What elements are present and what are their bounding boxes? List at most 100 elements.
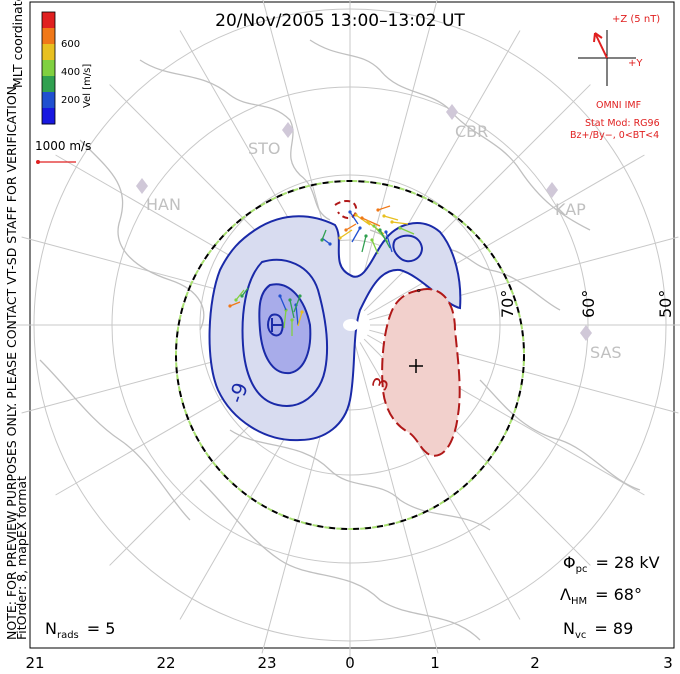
station-labels: STO CBR HAN KAP SAS	[146, 122, 622, 362]
velocity-vector-origin	[358, 226, 362, 230]
velocity-vector-origin	[370, 238, 374, 242]
velocity-vector	[377, 205, 391, 211]
velocity-vector-origin	[360, 216, 364, 220]
velocity-vector-origin	[300, 310, 304, 314]
station-label-sas: SAS	[590, 343, 622, 362]
velocity-vector-origin	[278, 294, 282, 298]
imf-vector-arrowhead	[593, 32, 603, 43]
map-title: 20/Nov/2005 13:00–13:02 UT	[215, 11, 465, 31]
colorbar-label: Vel [m/s]	[82, 64, 93, 108]
positive-potential-cell	[334, 199, 461, 457]
coast-greenland	[39, 359, 191, 521]
velocity-vector-origin	[234, 298, 238, 302]
station-marker-kap	[546, 182, 558, 198]
imf-source-label: OMNI IMF	[596, 100, 641, 111]
velocity-vector-origin	[328, 242, 332, 246]
colorbar-frame	[41, 11, 56, 125]
velocity-vector-origin	[320, 238, 324, 242]
meridian-line	[367, 154, 645, 316]
velocity-vector	[383, 215, 399, 221]
contour-small	[392, 234, 424, 263]
velocity-vector	[361, 217, 381, 227]
mlt-tick-3: 3	[663, 654, 673, 672]
velocity-vector-origin	[354, 213, 358, 217]
station-markers	[136, 104, 592, 341]
contour-core	[258, 283, 312, 375]
lat-label-60: 60°	[579, 290, 598, 318]
velocity-vector	[385, 231, 393, 253]
mlt-tick-1: 1	[430, 654, 440, 672]
velocity-vector-origin	[338, 236, 342, 240]
velocity-vector-origin	[364, 234, 368, 238]
colorbar-block	[42, 28, 55, 45]
velocity-vector	[279, 295, 287, 311]
colorbar-tick-200: 200	[61, 95, 80, 106]
contour-positive	[381, 288, 461, 457]
velocity-vector-origin	[376, 208, 380, 212]
nrads-stat: Nrads = 5	[45, 619, 115, 641]
station-label-cbr: CBR	[455, 122, 488, 141]
velocity-vector	[351, 227, 361, 243]
velocity-vectors	[228, 205, 415, 336]
station-label-kap: KAP	[555, 200, 586, 219]
preview-note: NOTE: FOR PREVIEW PURPOSES ONLY. PLEASE …	[4, 82, 19, 640]
vector-scale-dot	[36, 160, 40, 164]
velocity-vector	[297, 311, 303, 327]
vector-scale-label: 1000 m/s	[35, 139, 91, 153]
contour-mid	[241, 258, 329, 407]
coast-alaska	[479, 379, 641, 491]
lat-label-70: 70°	[498, 290, 517, 318]
velocity-vector-origin	[240, 294, 244, 298]
mlt-axis: 21 22 23 0 1 2 3	[25, 654, 672, 672]
velocity-vector-origin	[344, 228, 348, 232]
velocity-colorbar: 600 400 200 Vel [m/s]	[41, 11, 93, 125]
imf-vector	[594, 32, 608, 59]
coast-atlantic	[79, 139, 205, 331]
colorbar-tick-600: 600	[61, 39, 80, 50]
velocity-vector-origin	[290, 318, 294, 322]
imf-z-label: +Z (5 nT)	[612, 14, 660, 25]
velocity-vector-origin	[382, 214, 386, 218]
fit-statistics: Φpc = 28 kV ΛHM = 68° Nvc = 89 Nrads = 5	[45, 553, 660, 641]
station-label-sto: STO	[248, 139, 281, 158]
velocity-vector-origin	[348, 210, 352, 214]
mlt-tick-21: 21	[25, 654, 44, 672]
velocity-vector	[293, 295, 301, 313]
station-marker-cbr	[446, 104, 458, 120]
station-label-han: HAN	[146, 195, 181, 214]
coordinate-system-label: MLT coordinates	[10, 0, 25, 88]
contour-inner	[266, 313, 284, 337]
velocity-vector	[349, 211, 359, 225]
lambda-hm-stat: ΛHM = 68°	[560, 585, 642, 607]
velocity-vector-origin	[366, 220, 370, 224]
velocity-vector-origin	[378, 228, 382, 232]
velocity-vector-origin	[228, 304, 232, 308]
potential-min-marker	[271, 318, 282, 332]
fit-order-label: FitOrder: 8, mapEX format	[14, 476, 29, 640]
imf-model-line2: Bz+/By−, 0<BT<4	[570, 130, 659, 141]
mlt-tick-0: 0	[345, 654, 355, 672]
velocity-vector	[371, 239, 379, 255]
pole-marker	[343, 319, 359, 331]
hm-boundary-vectors	[175, 180, 525, 530]
velocity-vector	[229, 301, 241, 307]
station-marker-sto	[282, 122, 294, 138]
velocity-vector	[321, 237, 331, 245]
phi-pc-stat: Φpc = 28 kV	[563, 553, 660, 575]
imf-model-line1: Stat Mod: RG96	[585, 118, 660, 129]
colorbar-block	[42, 12, 55, 29]
velocity-vector-origin	[288, 298, 292, 302]
imf-dial: +Z (5 nT) +Y OMNI IMF Stat Mod: RG96 Bz+…	[570, 14, 660, 141]
meridian-line	[354, 0, 438, 306]
colorbar-tick-400: 400	[61, 67, 80, 78]
velocity-vector-origin	[298, 294, 302, 298]
coastlines	[39, 39, 641, 641]
contour-positive-top	[334, 199, 358, 219]
velocity-vector-origin	[372, 224, 376, 228]
mlt-tick-2: 2	[530, 654, 540, 672]
colorbar-block	[42, 44, 55, 61]
velocity-vector-origin	[398, 226, 402, 230]
velocity-vector	[321, 229, 327, 241]
velocity-vector	[361, 235, 367, 253]
potential-max-marker	[409, 359, 423, 373]
